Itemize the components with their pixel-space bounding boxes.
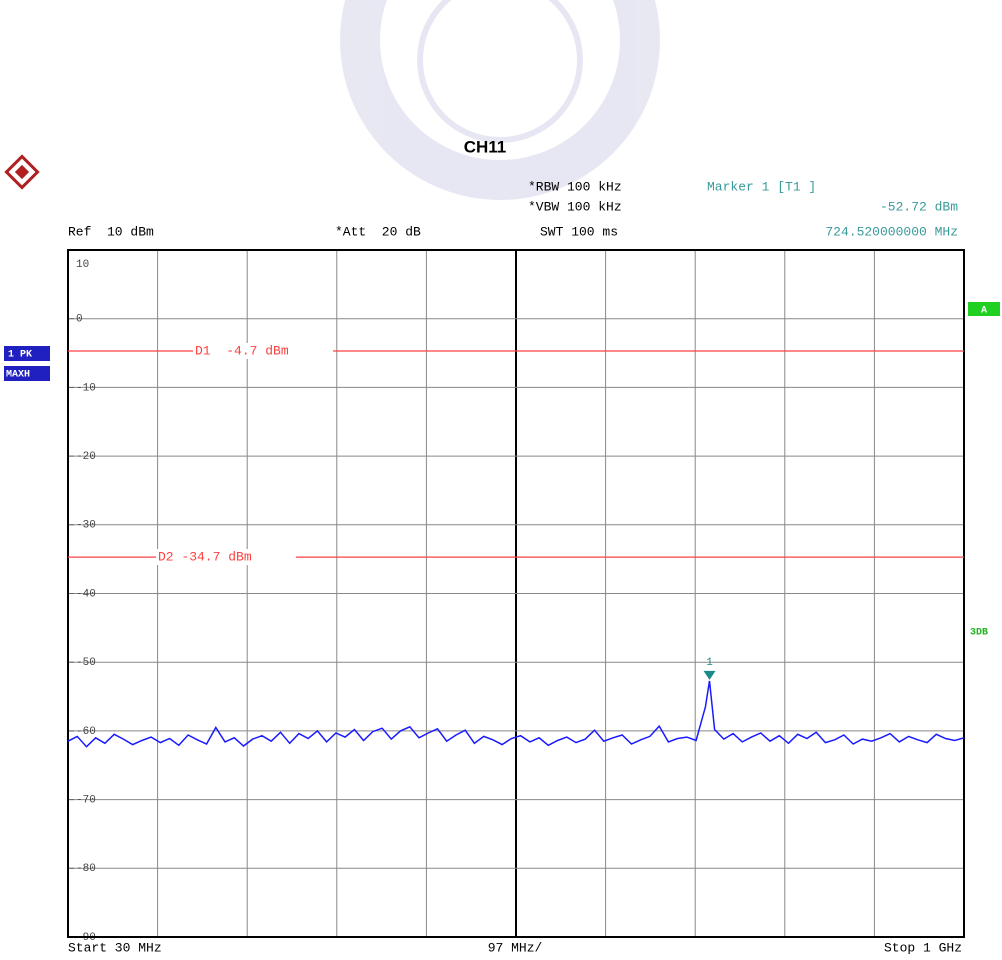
watermark xyxy=(340,0,660,200)
display-line-label-bg xyxy=(193,342,333,359)
marker-label: 1 xyxy=(706,657,713,669)
logo xyxy=(4,154,40,190)
attenuation: *Att 20 dB xyxy=(335,224,421,239)
vbw: *VBW 100 kHz xyxy=(528,199,622,214)
y-tick-label: -60 xyxy=(76,726,96,738)
start-frequency: Start 30 MHz xyxy=(68,940,162,955)
screen-badge xyxy=(968,302,1000,316)
marker xyxy=(703,670,716,680)
marker-frequency: 724.520000000 MHz xyxy=(825,224,958,239)
y-tick-label: 10 xyxy=(76,259,89,271)
marker-level: -52.72 dBm xyxy=(880,199,958,214)
y-tick-label: -50 xyxy=(76,657,96,669)
trace xyxy=(67,680,965,748)
plot-frame xyxy=(67,249,965,938)
stop-frequency: Stop 1 GHz xyxy=(884,940,962,955)
chart-title: CH11 xyxy=(464,137,507,156)
y-tick-label: -80 xyxy=(76,863,96,875)
rbw: *RBW 100 kHz xyxy=(528,179,622,194)
marker-title: Marker 1 [T1 ] xyxy=(707,179,816,194)
side-note: 3DB xyxy=(970,628,988,639)
screen-label: A xyxy=(981,306,987,317)
y-tick-label: -40 xyxy=(76,588,96,600)
swt: SWT 100 ms xyxy=(540,224,618,239)
trace-badge xyxy=(4,366,50,381)
trace-mode: 1 PK xyxy=(8,350,32,361)
display-line-label-bg xyxy=(156,549,296,566)
display-line-label: D2 -34.7 dBm xyxy=(158,550,252,565)
y-tick-label: -10 xyxy=(76,382,96,394)
y-tick-label: -30 xyxy=(76,520,96,532)
trace-badge xyxy=(4,346,50,361)
ref-level: Ref 10 dBm xyxy=(68,224,154,239)
y-tick-label: -20 xyxy=(76,451,96,463)
y-tick-label: 0 xyxy=(76,314,83,326)
trace-detector: MAXH xyxy=(6,370,30,381)
y-tick-label: -70 xyxy=(76,795,96,807)
span-per-division: 97 MHz/ xyxy=(488,940,543,955)
display-line-label: D1 -4.7 dBm xyxy=(195,343,289,358)
